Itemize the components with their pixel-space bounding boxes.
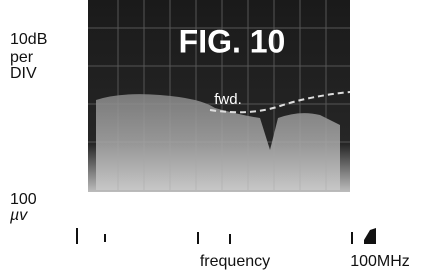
figure-title: FIG. 10 <box>179 23 286 59</box>
page: {"figure": {"title": "FIG. 10", "scale_l… <box>0 0 425 274</box>
scale-label: per <box>10 49 34 66</box>
frequency-markers <box>77 228 352 244</box>
bottom-label: 100 <box>10 191 37 208</box>
scale-label: DIV <box>10 65 37 82</box>
bottom-label: µv <box>9 207 28 224</box>
x-end-label: 100MHz <box>350 253 410 270</box>
marker-block <box>364 228 376 244</box>
trace-label: fwd. <box>214 91 242 108</box>
x-label: frequency <box>200 253 270 270</box>
scale-label: 10dB <box>10 31 47 48</box>
figure: FIG. 10 fwd. 10dB per DIV 100 µv frequen… <box>0 0 425 274</box>
